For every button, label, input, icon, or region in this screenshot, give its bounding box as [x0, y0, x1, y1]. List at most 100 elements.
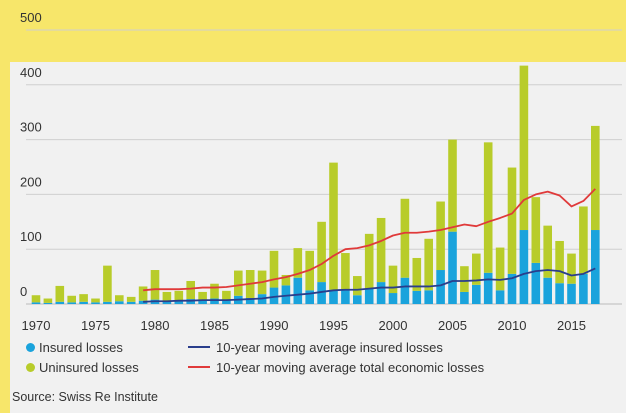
legend-uninsured-label: Uninsured losses — [39, 360, 139, 375]
bar-insured-1998 — [364, 288, 374, 304]
x-tick-1990: 1990 — [260, 318, 289, 333]
line-avg-total — [143, 188, 596, 292]
moving-average-lines — [143, 188, 596, 303]
x-tick-1985: 1985 — [200, 318, 229, 333]
bar-insured-2014 — [555, 283, 564, 304]
x-tick-1970: 1970 — [22, 318, 51, 333]
y-tick-400: 400 — [20, 65, 42, 80]
bar-uninsured-2006 — [460, 266, 469, 292]
bar-uninsured-2015 — [567, 253, 576, 284]
bar-insured-1988 — [245, 297, 255, 304]
bar-insured-1981 — [162, 300, 172, 304]
bar-uninsured-1975 — [91, 298, 100, 303]
bar-uninsured-2010 — [507, 167, 517, 274]
bar-uninsured-2007 — [472, 253, 481, 285]
bar-uninsured-2003 — [424, 238, 433, 291]
bar-insured-1985 — [210, 298, 219, 304]
avg-insured-swatch — [188, 346, 210, 348]
bar-insured-1977 — [115, 301, 124, 304]
bar-uninsured-2004 — [436, 201, 445, 271]
y-tick-100: 100 — [20, 229, 42, 244]
bar-insured-2009 — [495, 290, 505, 304]
bar-uninsured-1998 — [364, 233, 374, 289]
y-tick-200: 200 — [20, 174, 42, 189]
x-tick-1995: 1995 — [319, 318, 348, 333]
bar-insured-2007 — [472, 284, 481, 304]
x-tick-2015: 2015 — [557, 318, 586, 333]
y-tick-500: 500 — [20, 10, 42, 25]
bar-insured-1996 — [341, 290, 350, 304]
bar-uninsured-1999 — [376, 217, 386, 283]
legend-avg-total: 10-year moving average total economic lo… — [188, 360, 484, 375]
bar-uninsured-1976 — [103, 265, 112, 302]
bar-insured-1978 — [126, 301, 136, 304]
bar-uninsured-1982 — [174, 290, 184, 301]
bar-insured-1990 — [269, 287, 279, 304]
source-note: Source: Swiss Re Institute — [12, 390, 158, 404]
x-axis-ticks: 1970 1975 1980 1985 1990 1995 2000 2005 2010 2015 — [22, 318, 586, 333]
x-tick-1980: 1980 — [141, 318, 170, 333]
legend-avg-insured: 10-year moving average insured losses — [188, 340, 443, 355]
bar-uninsured-2005 — [448, 139, 457, 232]
bar-insured-2016 — [579, 273, 588, 304]
bar-insured-2011 — [519, 230, 529, 304]
bar-uninsured-2009 — [495, 247, 505, 291]
bar-insured-1974 — [79, 301, 88, 304]
bar-uninsured-1981 — [162, 291, 172, 301]
bar-uninsured-1985 — [210, 283, 219, 299]
bar-uninsured-1984 — [198, 291, 207, 300]
bar-insured-1971 — [43, 302, 53, 304]
bar-uninsured-2008 — [483, 142, 493, 273]
bar-uninsured-1974 — [79, 294, 88, 302]
bar-insured-1984 — [198, 299, 207, 304]
bar-uninsured-1971 — [43, 298, 53, 303]
bar-uninsured-1979 — [138, 286, 148, 301]
x-tick-2005: 2005 — [438, 318, 467, 333]
avg-total-swatch — [188, 366, 210, 368]
legend-insured: Insured losses — [26, 340, 123, 355]
bar-insured-1999 — [376, 282, 386, 304]
bar-insured-1979 — [138, 300, 148, 304]
bar-uninsured-1980 — [150, 270, 160, 300]
bar-uninsured-2014 — [555, 240, 564, 284]
insured-swatch — [26, 343, 35, 352]
x-tick-2010: 2010 — [498, 318, 527, 333]
bar-uninsured-2002 — [412, 257, 422, 291]
bar-insured-2008 — [483, 272, 493, 304]
bar-uninsured-1977 — [115, 295, 124, 302]
bar-insured-1993 — [305, 290, 314, 304]
bar-insured-2000 — [388, 293, 398, 304]
bar-insured-2012 — [531, 262, 541, 304]
bar-insured-1982 — [174, 300, 184, 304]
bar-insured-2002 — [412, 290, 422, 304]
bar-insured-2017 — [591, 230, 600, 304]
bar-insured-1976 — [103, 301, 112, 304]
bar-insured-1970 — [31, 302, 41, 304]
legend-uninsured: Uninsured losses — [26, 360, 139, 375]
bar-uninsured-1991 — [281, 274, 291, 286]
line-avg-insured — [143, 267, 596, 303]
bar-uninsured-1997 — [353, 276, 362, 296]
bar-uninsured-1970 — [31, 295, 41, 303]
bar-uninsured-1987 — [234, 270, 243, 296]
y-tick-300: 300 — [20, 120, 42, 135]
bar-uninsured-2000 — [388, 265, 398, 294]
bar-uninsured-1978 — [126, 296, 136, 302]
bar-insured-1997 — [353, 295, 362, 304]
bar-uninsured-2017 — [591, 125, 600, 231]
bar-insured-2013 — [543, 277, 552, 304]
y-axis-ticks: 0 100 200 300 400 500 — [20, 10, 42, 299]
uninsured-swatch — [26, 363, 35, 372]
bar-insured-2004 — [436, 270, 445, 304]
bar-uninsured-2016 — [579, 206, 588, 274]
bar-insured-1992 — [293, 277, 303, 304]
bar-insured-2005 — [448, 231, 457, 304]
bar-uninsured-2013 — [543, 225, 552, 278]
bar-insured-1975 — [91, 302, 100, 304]
bar-uninsured-1992 — [293, 248, 303, 278]
legend-avg-insured-label: 10-year moving average insured losses — [216, 340, 443, 355]
bar-uninsured-2001 — [400, 198, 410, 278]
bar-insured-1991 — [281, 285, 291, 304]
x-tick-2000: 2000 — [379, 318, 408, 333]
